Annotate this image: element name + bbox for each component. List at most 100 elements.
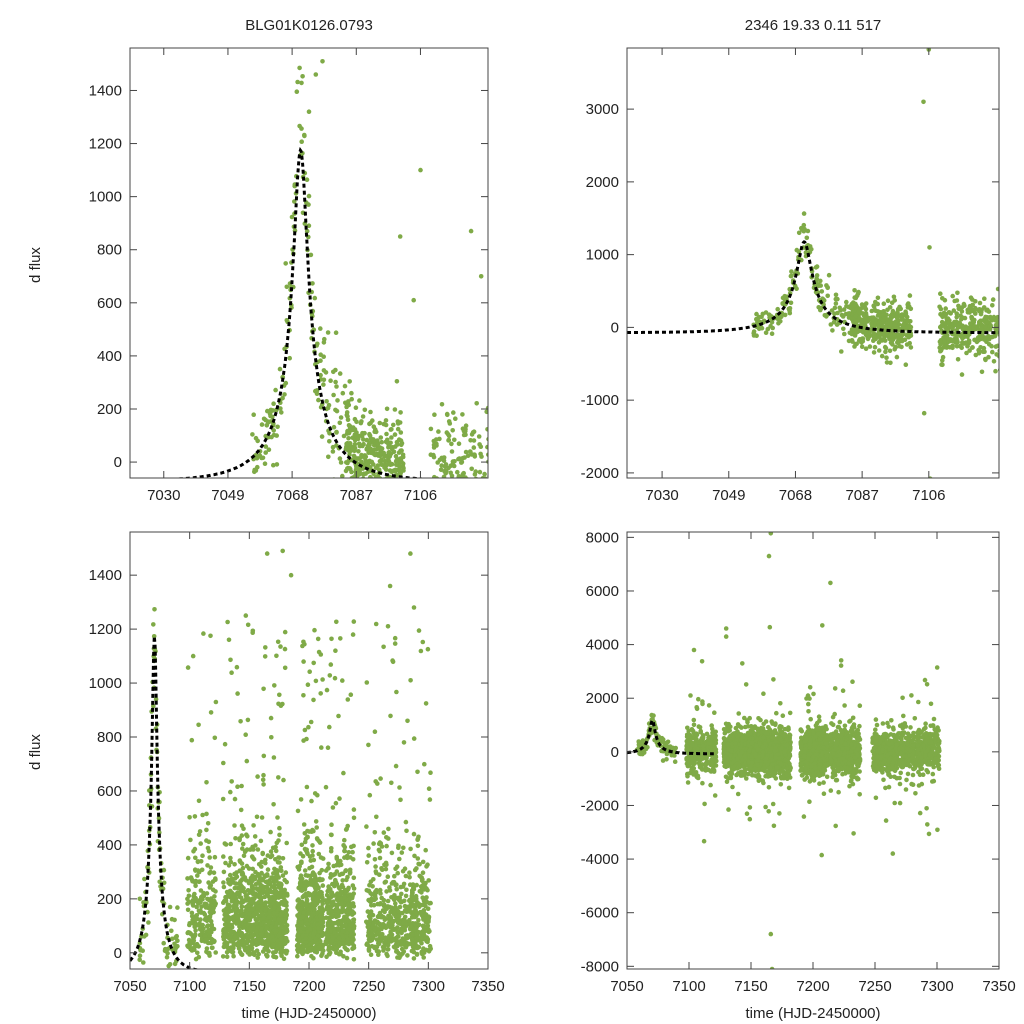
data-point <box>277 366 283 372</box>
data-point <box>271 802 276 807</box>
data-point <box>141 960 146 965</box>
data-point <box>274 840 280 846</box>
data-point <box>446 433 452 439</box>
data-point <box>264 933 270 938</box>
data-point <box>385 898 391 904</box>
data-point <box>945 333 950 338</box>
data-point <box>368 475 373 478</box>
data-point <box>394 505 399 510</box>
data-point <box>995 343 999 349</box>
data-point <box>379 439 385 445</box>
data-point <box>321 377 327 383</box>
data-point <box>194 913 200 918</box>
data-point <box>656 739 662 744</box>
data-point <box>921 99 926 105</box>
data-point <box>185 901 190 906</box>
data-point <box>351 875 357 881</box>
data-point <box>348 692 354 697</box>
data-point <box>270 845 276 851</box>
data-point <box>313 936 319 941</box>
data-point <box>328 848 334 854</box>
data-point <box>453 507 458 512</box>
data-point <box>271 491 276 496</box>
data-point <box>208 883 214 888</box>
data-point <box>345 697 351 702</box>
data-point <box>374 814 379 820</box>
data-point <box>347 871 353 876</box>
data-point <box>345 417 351 423</box>
data-point <box>397 898 403 903</box>
data-point <box>268 409 273 415</box>
data-point <box>165 1009 170 1014</box>
data-point <box>887 348 893 354</box>
data-point <box>405 718 410 724</box>
data-point <box>979 326 984 331</box>
data-point <box>833 292 839 298</box>
data-point <box>769 331 775 337</box>
data-point <box>471 491 476 496</box>
data-point <box>229 779 234 784</box>
data-point <box>253 917 259 922</box>
data-point <box>378 776 383 781</box>
data-point <box>451 502 456 507</box>
data-point <box>142 934 147 939</box>
data-point <box>262 901 268 907</box>
data-point <box>156 816 162 821</box>
data-point <box>483 483 488 488</box>
data-point <box>261 888 266 893</box>
data-point <box>288 572 294 578</box>
data-point <box>388 713 393 719</box>
data-point <box>340 928 346 934</box>
data-point <box>229 876 235 881</box>
data-point <box>875 313 881 318</box>
data-point <box>313 678 319 684</box>
data-point <box>442 487 447 492</box>
data-point <box>867 344 873 349</box>
data-point <box>262 461 268 467</box>
data-point <box>397 420 403 425</box>
data-point <box>407 917 412 923</box>
data-point <box>637 751 642 756</box>
data-point <box>463 423 469 429</box>
data-point <box>439 402 445 407</box>
data-point <box>962 315 968 321</box>
data-point <box>196 879 202 885</box>
data-point <box>308 858 314 863</box>
data-point <box>481 480 486 485</box>
data-point <box>142 876 147 882</box>
data-point <box>247 934 253 940</box>
data-point <box>282 893 288 899</box>
data-point <box>477 469 483 475</box>
data-point <box>299 80 304 86</box>
data-point <box>246 866 252 871</box>
data-point <box>255 847 261 852</box>
data-point <box>444 512 449 517</box>
data-point <box>403 944 409 950</box>
data-point <box>283 936 289 941</box>
data-point <box>801 222 807 228</box>
data-point <box>402 866 408 871</box>
data-point <box>255 955 260 960</box>
data-point <box>238 719 243 724</box>
data-point <box>408 846 413 852</box>
data-point <box>441 480 446 485</box>
data-point <box>227 947 232 952</box>
data-point <box>310 848 316 854</box>
data-point <box>239 908 244 913</box>
data-point <box>395 481 400 486</box>
data-point <box>207 909 213 915</box>
data-point <box>210 887 216 892</box>
data-point <box>852 303 857 308</box>
data-point <box>259 864 264 869</box>
data-point <box>307 829 312 834</box>
data-point <box>329 832 334 838</box>
data-point <box>959 372 965 377</box>
data-point <box>398 499 403 504</box>
data-point <box>346 927 352 932</box>
data-point <box>366 742 371 748</box>
data-point <box>282 629 288 635</box>
y-tick-label: 800 <box>97 729 122 746</box>
data-point <box>246 907 252 912</box>
data-point <box>152 607 157 612</box>
data-point <box>455 469 460 475</box>
